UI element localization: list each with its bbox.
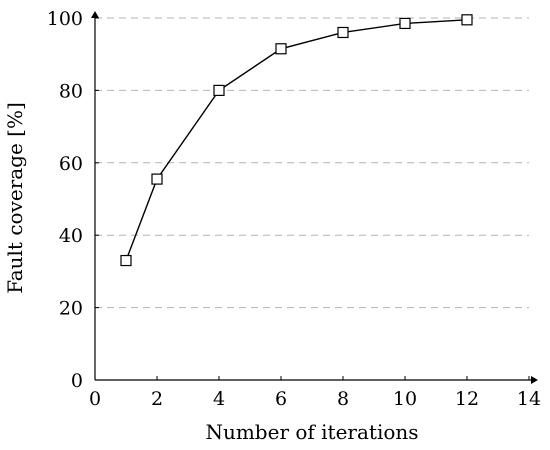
y-tick-label-4: 80 [59, 80, 83, 102]
x-tick-label-0: 0 [89, 388, 101, 410]
x-axis-label: Number of iterations [205, 420, 418, 444]
tick-labels: 0 2 4 6 8 10 12 14 0 20 40 60 80 100 [47, 8, 541, 410]
data-point-0-1 [151, 173, 163, 185]
y-axis-label: Fault coverage [%] [3, 102, 27, 294]
data-series [120, 14, 473, 267]
data-point-0-4 [337, 26, 349, 39]
x-tick-label-5: 10 [393, 388, 417, 410]
data-point-0-6 [461, 14, 473, 26]
data-point-0-5 [399, 17, 411, 30]
x-tick-label-6: 12 [455, 388, 479, 410]
x-tick-label-3: 6 [275, 388, 287, 410]
data-point-0-0 [120, 254, 132, 267]
series-line-0 [125, 19, 468, 261]
y-axis-arrow [91, 11, 99, 18]
x-tick-label-2: 4 [213, 388, 225, 410]
y-tick-label-3: 60 [59, 153, 83, 175]
x-tick-label-4: 8 [337, 388, 349, 410]
y-tick-label-1: 20 [59, 298, 83, 320]
data-point-0-2 [213, 84, 225, 97]
y-tick-label-0: 0 [71, 370, 83, 392]
y-tick-label-2: 40 [59, 225, 83, 247]
axes [91, 11, 538, 384]
x-tick-label-1: 2 [151, 388, 163, 410]
y-tick-label-5: 100 [47, 8, 83, 30]
x-axis-arrow [531, 376, 538, 384]
data-point-0-3 [275, 43, 287, 55]
x-tick-label-7: 14 [517, 388, 541, 410]
grid-lines [95, 17, 529, 309]
